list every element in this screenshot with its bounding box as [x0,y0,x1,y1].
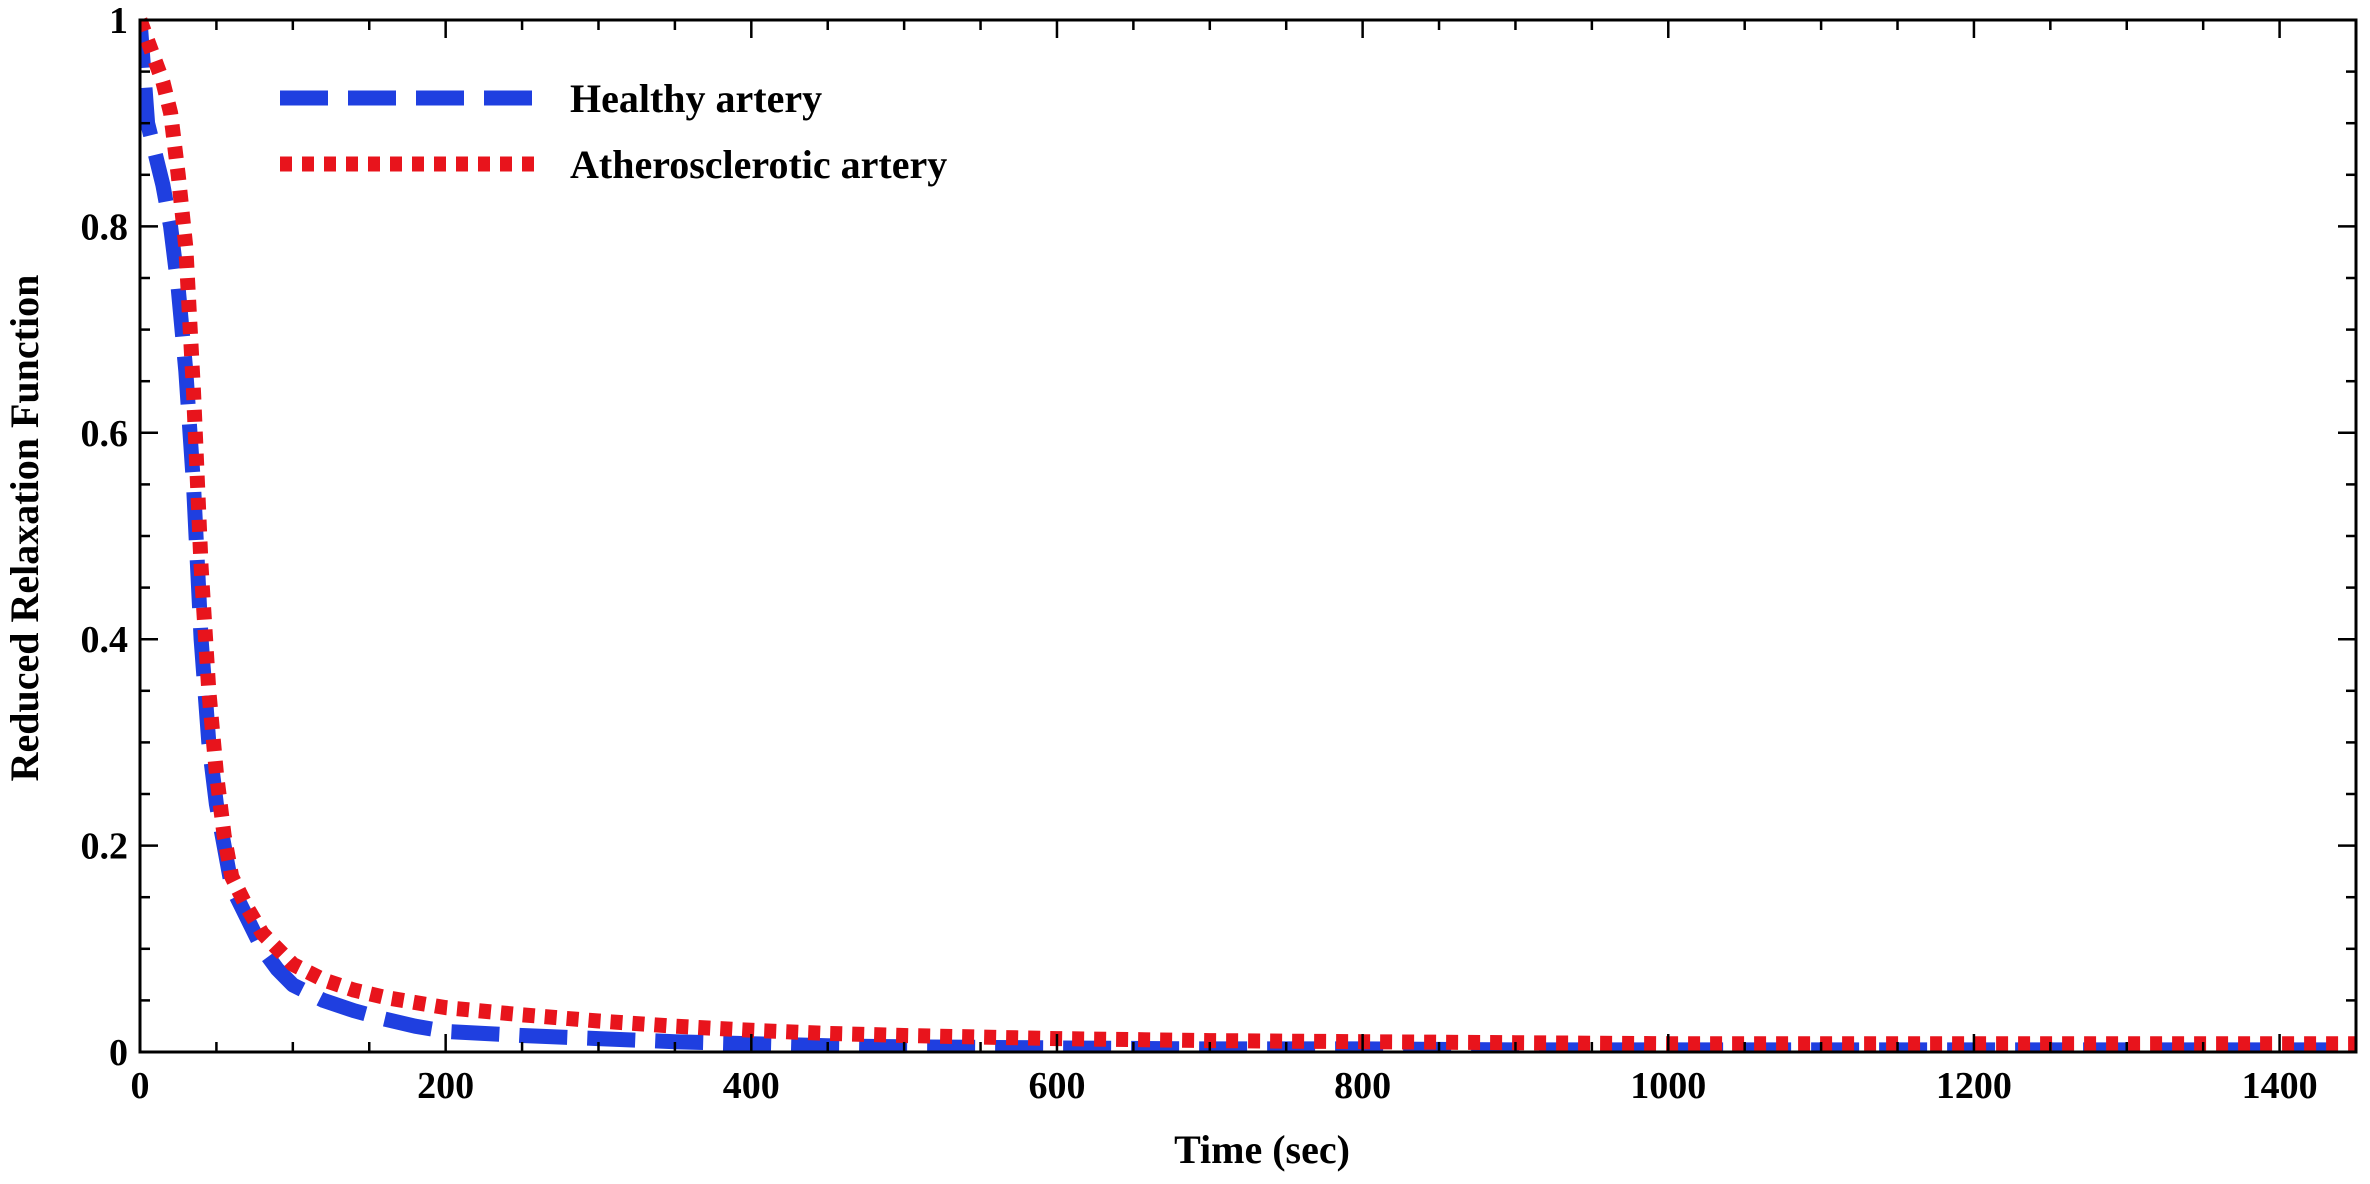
x-tick-label: 1400 [2242,1065,2318,1107]
x-tick-label: 1000 [1630,1065,1706,1107]
y-tick-label: 0 [109,1032,128,1074]
y-tick-label: 0.6 [81,413,129,455]
series-group [140,17,2356,1052]
y-tick-label: 0.8 [81,206,129,248]
y-tick-label: 0.4 [81,619,129,661]
legend-label-healthy: Healthy artery [570,76,822,121]
legend: Healthy artery Atherosclerotic artery [280,76,947,187]
plot-frame [138,18,2358,1054]
x-tick-label: 200 [417,1065,474,1107]
x-tick-label: 600 [1028,1065,1085,1107]
plot-area [140,17,2356,1052]
y-axis-label: Reduced Relaxation Function [2,275,47,782]
series-line-healthy [140,19,2356,1052]
x-tick-label: 400 [723,1065,780,1107]
x-axis-label: Time (sec) [1174,1127,1350,1172]
axes: 0 200 400 600 800 1000 1200 1400 0 0.2 0.4 0.6 0.8 1 [81,0,2358,1107]
y-tick-label: 1 [109,0,128,42]
legend-label-atherosclerotic: Atherosclerotic artery [570,142,947,187]
x-tick-label: 1200 [1936,1065,2012,1107]
x-tick-label: 0 [131,1065,150,1107]
y-tick-label: 0.2 [81,826,129,868]
series-line-atherosclerotic [140,17,2356,1052]
x-tick-label: 800 [1334,1065,1391,1107]
